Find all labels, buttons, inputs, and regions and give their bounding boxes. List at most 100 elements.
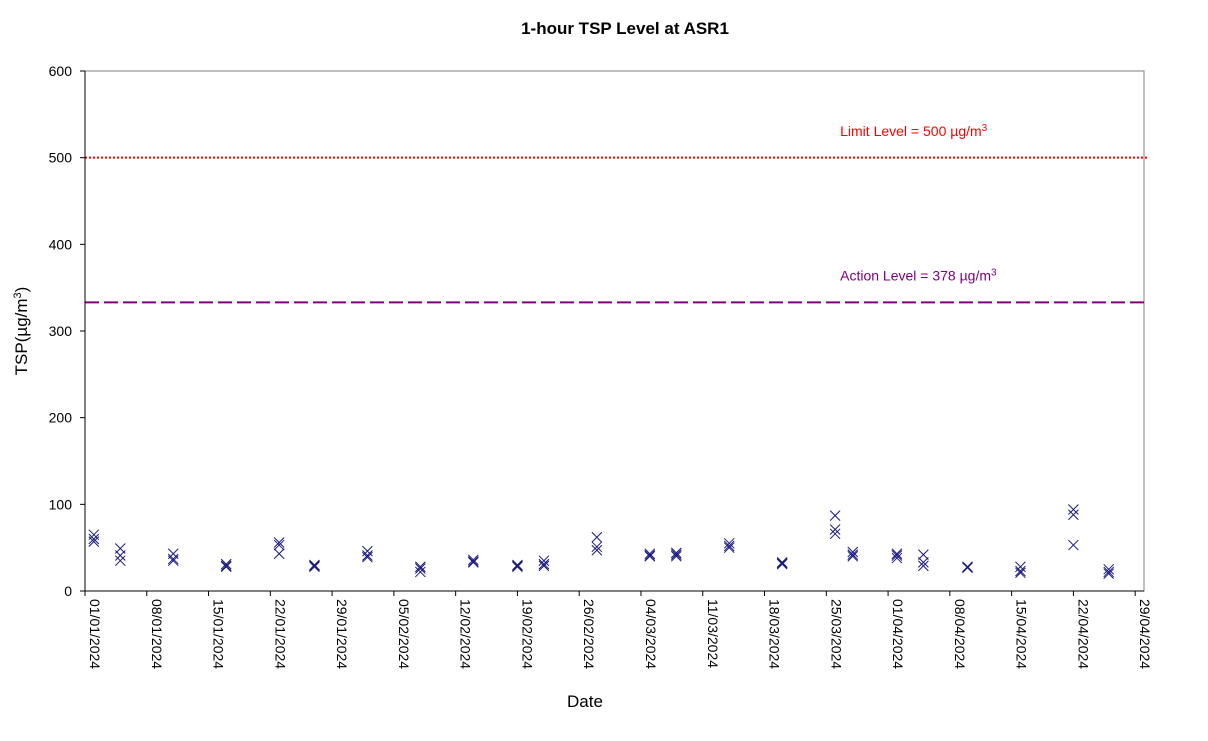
data-point — [220, 561, 232, 573]
data-point — [847, 549, 859, 560]
data-point — [362, 550, 373, 561]
x-tick-label: 29/04/2024 — [1137, 599, 1153, 669]
x-axis-label: Date — [567, 692, 603, 711]
data-point — [114, 555, 126, 567]
x-tick-label: 22/04/2024 — [1075, 599, 1091, 669]
data-point — [467, 554, 479, 566]
data-point — [467, 556, 479, 567]
data-point — [847, 546, 859, 558]
x-tick-label: 19/02/2024 — [519, 599, 535, 669]
data-point — [309, 559, 320, 571]
data-point — [670, 550, 682, 562]
data-point — [167, 555, 179, 567]
data-point — [512, 561, 523, 573]
data-point — [962, 562, 973, 573]
data-point — [723, 540, 735, 552]
data-point — [167, 553, 179, 565]
data-point — [670, 547, 682, 559]
data-point — [220, 560, 232, 572]
reference-label-1: Action Level = 378 µg/m3 — [840, 267, 997, 284]
data-point — [591, 531, 603, 543]
data-point — [414, 561, 426, 573]
data-point — [829, 510, 841, 521]
data-point — [918, 549, 929, 560]
data-point — [220, 558, 232, 570]
data-point — [776, 558, 788, 570]
data-point — [538, 560, 550, 572]
data-point — [414, 566, 426, 578]
data-point — [776, 557, 788, 569]
data-point — [1103, 566, 1115, 578]
data-point — [891, 550, 903, 561]
data-point — [362, 551, 373, 563]
data-point — [591, 541, 603, 553]
data-point — [776, 557, 788, 568]
x-tick-label: 05/02/2024 — [396, 599, 412, 669]
x-tick-label: 18/03/2024 — [767, 599, 783, 669]
data-point — [962, 561, 973, 573]
data-point — [918, 557, 929, 568]
x-tick-label: 25/03/2024 — [828, 599, 844, 669]
data-points — [88, 504, 1115, 580]
x-tick-label: 15/01/2024 — [211, 599, 227, 669]
x-tick-label: 29/01/2024 — [334, 599, 350, 669]
data-point — [1015, 567, 1026, 579]
data-point — [644, 550, 656, 562]
data-point — [847, 550, 859, 562]
x-tick-label: 08/04/2024 — [952, 599, 968, 669]
x-tick-label: 11/03/2024 — [705, 599, 721, 668]
x-tick-label: 15/04/2024 — [1014, 599, 1030, 669]
data-point — [414, 563, 426, 574]
x-tick-label: 01/01/2024 — [87, 599, 103, 669]
x-tick-label: 04/03/2024 — [643, 599, 659, 669]
data-point — [273, 548, 285, 560]
y-tick-label: 0 — [64, 583, 72, 599]
x-tick-label: 26/02/2024 — [581, 599, 597, 669]
data-point — [114, 550, 126, 561]
data-point — [538, 555, 550, 567]
data-point — [644, 548, 656, 560]
data-point — [273, 539, 285, 551]
y-tick-label: 500 — [49, 150, 73, 166]
data-point — [891, 552, 903, 564]
data-point — [309, 561, 320, 573]
data-point — [512, 560, 523, 572]
data-point — [829, 528, 841, 540]
data-point — [891, 548, 903, 560]
data-point — [467, 557, 479, 568]
x-tick-label: 22/01/2024 — [272, 599, 288, 669]
data-point — [1068, 504, 1079, 515]
y-tick-label: 400 — [49, 236, 73, 252]
data-point — [1068, 509, 1079, 521]
data-point — [644, 550, 656, 561]
data-point — [670, 549, 682, 560]
y-axis-label: TSP(µg/m3) — [12, 287, 31, 376]
data-point — [1015, 565, 1026, 577]
plot-area — [84, 70, 1145, 592]
axes: 0 100 200 300 400 500 600 01/01/2024 08/01/2024 1… — [49, 63, 1154, 669]
chart-title: 1-hour TSP Level at ASR1 — [521, 19, 729, 38]
y-tick-label: 300 — [49, 323, 73, 339]
x-tick-label: 12/02/2024 — [458, 599, 474, 669]
data-point — [591, 544, 603, 556]
y-tick-label: 600 — [49, 63, 73, 79]
data-point — [1068, 539, 1079, 551]
data-point — [829, 524, 841, 535]
data-point — [538, 558, 550, 570]
x-tick-label: 01/04/2024 — [890, 599, 906, 669]
data-point — [273, 537, 285, 548]
data-point — [88, 533, 100, 545]
reference-lines: Limit Level = 500 µg/m3 Action Level = 37… — [85, 123, 1149, 304]
data-point — [723, 542, 735, 554]
data-point — [512, 559, 523, 571]
data-point — [1103, 563, 1115, 575]
data-point — [88, 536, 100, 547]
x-tick-label: 08/01/2024 — [149, 599, 165, 669]
data-point — [918, 560, 929, 572]
y-tick-label: 100 — [49, 496, 73, 512]
data-point — [723, 537, 735, 549]
reference-label-0: Limit Level = 500 µg/m3 — [840, 123, 988, 140]
y-tick-label: 200 — [49, 410, 73, 426]
data-point — [1103, 568, 1115, 580]
